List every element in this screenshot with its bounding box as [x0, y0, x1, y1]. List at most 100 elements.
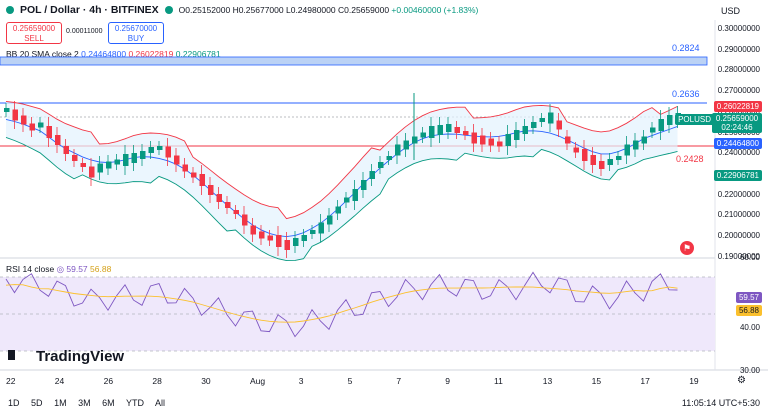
time-axis-label: 19: [689, 376, 699, 386]
candle-body: [182, 164, 188, 172]
candle-body: [565, 136, 571, 144]
candle-body: [463, 131, 469, 135]
candle-body: [420, 132, 426, 138]
zone-price-label: 0.2824: [672, 43, 700, 53]
ohlc-close: C0.25659000: [338, 5, 390, 15]
symbol-title[interactable]: POL / Dollar · 4h · BITFINEX: [20, 4, 159, 16]
clock[interactable]: 11:05:14 UTC+5:30: [681, 398, 760, 408]
candle-body: [378, 162, 384, 168]
candle-body: [361, 180, 367, 190]
rsi-line: [5, 271, 678, 338]
spread-value: 0.00011000: [66, 28, 103, 35]
candle-body: [259, 231, 265, 239]
candle-body: [335, 206, 341, 214]
candle-body: [250, 225, 256, 235]
ohlc-high: H0.25677000: [232, 5, 284, 15]
settings-gear-icon[interactable]: ⚙: [737, 375, 746, 386]
last-price-value: 0.25659000: [715, 114, 759, 123]
candle-body: [174, 155, 180, 165]
candle-body: [471, 132, 477, 144]
candle-body: [21, 115, 27, 125]
candle-countdown: 02:24:46: [721, 123, 753, 132]
range-3m[interactable]: 3M: [78, 398, 91, 408]
rsi-ma-value: 56.88: [90, 264, 112, 274]
candle-body: [310, 230, 316, 234]
candle-body: [131, 153, 137, 163]
rsi-value: 59.57: [66, 264, 88, 274]
candle-body: [556, 120, 562, 130]
candle-body: [72, 155, 78, 161]
rsi-scale-40: 40.00: [739, 323, 760, 332]
candle-body: [4, 108, 10, 112]
range-ytd[interactable]: YTD: [125, 398, 144, 408]
candle-body: [63, 146, 69, 154]
time-axis-label: 17: [640, 376, 650, 386]
lower-level-label: 0.2428: [676, 154, 704, 164]
candle-body: [650, 127, 656, 133]
candle-body: [412, 136, 418, 144]
range-all[interactable]: All: [155, 398, 166, 408]
candle-body: [123, 154, 129, 166]
candle-body: [208, 185, 214, 195]
flag-icon[interactable]: ⚑: [680, 241, 694, 255]
candle-body: [658, 119, 664, 131]
candle-body: [429, 126, 435, 138]
candle-body: [12, 109, 18, 121]
bb-upper-line: [5, 100, 678, 220]
market-status-icon: [164, 6, 173, 14]
range-5d[interactable]: 5D: [31, 398, 43, 408]
currency-label[interactable]: USD: [720, 6, 740, 16]
buy-label: BUY: [127, 34, 145, 43]
candle-body: [55, 135, 61, 145]
time-axis-label: 9: [445, 376, 450, 386]
candle-body: [641, 136, 647, 144]
rsi-legend[interactable]: RSI 14 close ◎ 59.57 56.88: [6, 264, 111, 275]
candle-body: [318, 222, 324, 234]
bb-label: BB 20 SMA close 2: [6, 49, 79, 59]
sell-price: 0.25659000: [12, 24, 56, 33]
tradingview-logo[interactable]: TradingView: [8, 348, 124, 365]
candle-body: [293, 238, 299, 246]
price-scale-label: 0.22000000: [717, 189, 760, 199]
rsi-scale-60: 60.00: [739, 253, 760, 262]
bb-legend[interactable]: BB 20 SMA close 2 0.24464800 0.26022819 …: [6, 49, 221, 59]
candle-body: [29, 123, 35, 131]
candle-body: [225, 202, 231, 208]
candle-body: [267, 235, 273, 241]
range-6m[interactable]: 6M: [102, 398, 115, 408]
range-1m[interactable]: 1M: [54, 398, 67, 408]
candle-body: [395, 144, 401, 156]
buy-price: 0.25670000: [114, 24, 158, 33]
candle-body: [327, 215, 333, 225]
candle-body: [165, 146, 171, 158]
rsi-ma-line: [5, 284, 678, 323]
price-scale-label: 0.27000000: [717, 86, 760, 96]
candle-body: [488, 138, 494, 146]
candle-body: [539, 118, 545, 122]
sell-button[interactable]: 0.25659000 SELL: [6, 22, 62, 44]
candle-body: [548, 112, 554, 124]
time-axis-label: 30: [201, 376, 211, 386]
time-axis-label: 5: [347, 376, 353, 386]
time-axis-label: 7: [396, 376, 402, 386]
candle-body: [599, 161, 605, 169]
chart-header: POL / Dollar · 4h · BITFINEX O0.25152000…: [6, 4, 478, 16]
ohlc-values: O0.25152000 H0.25677000 L0.24980000 C0.2…: [179, 5, 479, 15]
time-axis-label: 13: [542, 376, 553, 386]
range-selector[interactable]: 1D 5D 1M 3M 6M YTD All: [8, 398, 174, 408]
bb-lower-value: 0.22906781: [175, 49, 221, 59]
candle-body: [480, 135, 486, 145]
candle-body: [114, 159, 120, 165]
ohlc-open: O0.25152000: [178, 5, 231, 15]
candle-body: [607, 159, 613, 165]
candle-body: [284, 240, 290, 250]
buy-button[interactable]: 0.25670000 BUY: [108, 22, 164, 44]
range-1d[interactable]: 1D: [8, 398, 20, 408]
rsi-ma-tag: 56.88: [735, 305, 762, 316]
candle-body: [80, 163, 86, 167]
candle-body: [140, 151, 146, 159]
candle-body: [624, 144, 630, 156]
price-scale-label: 0.30000000: [717, 24, 760, 33]
candle-body: [437, 125, 443, 135]
